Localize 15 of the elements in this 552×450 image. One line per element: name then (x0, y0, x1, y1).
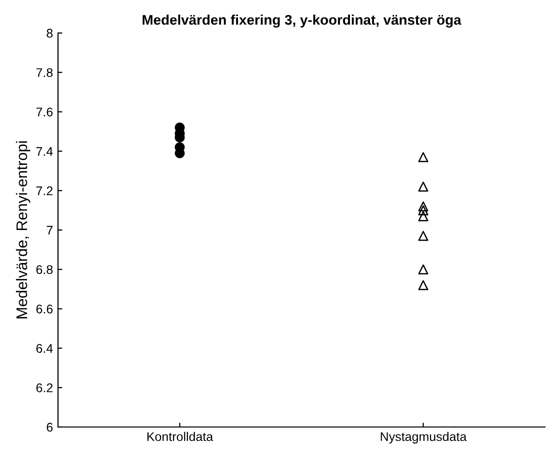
y-tick-label: 6.6 (36, 304, 53, 314)
y-tick-label: 7 (46, 226, 53, 235)
y-tick-label: 6.2 (36, 383, 53, 392)
y-tick-label: 7.2 (36, 186, 53, 196)
y-tick-label: 8 (46, 28, 53, 38)
y-tick-label: 6.4 (36, 344, 53, 353)
y-tick-label: 7.8 (36, 68, 53, 78)
y-tick-label: 6 (46, 422, 53, 432)
y-axis-title: Medelvärde, Renyi-entropi (16, 141, 30, 318)
y-tick-label: 7.4 (36, 147, 53, 156)
x-tick-label: Kontrolldata (147, 432, 214, 442)
chart-title: Medelvärden fixering 3, y-koordinat, vänster öga (142, 14, 462, 28)
y-tick-label: 7.6 (36, 108, 53, 116)
x-tick-label: Nystagmusdata (380, 432, 467, 444)
y-tick-label: 6.8 (36, 265, 53, 274)
